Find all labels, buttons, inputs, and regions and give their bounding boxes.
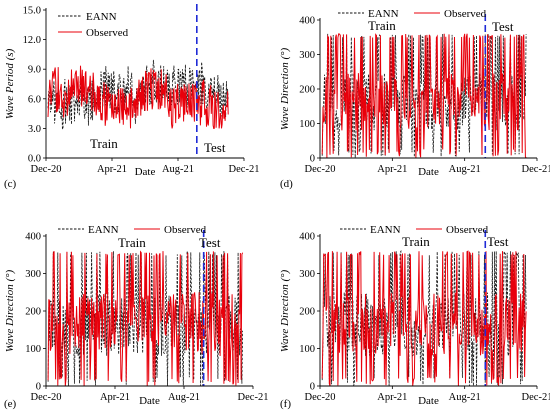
x-tick-label: Apr-21 [100,392,130,403]
legend-label-observed: Observed [444,8,487,20]
y-tick-label: 300 [25,269,41,280]
y-tick-label: 300 [299,50,315,61]
series-eann-line [321,249,527,386]
x-tick-label: Apr-21 [377,164,407,175]
panel-label: (e) [4,398,17,410]
y-tick-label: 15.0 [23,6,41,17]
y-axis-label: Wave Period (s) [4,48,16,119]
legend: EANN Observed [58,224,207,236]
legend: EANN Observed [338,8,487,20]
x-tick-label: Aug-21 [449,392,481,403]
y-tick-label: 200 [299,307,315,318]
y-tick-label: 100 [299,344,315,355]
series-eann-line [321,33,527,158]
y-tick-label: 0 [36,382,41,393]
y-tick-label: 0.0 [28,154,41,165]
series-observed-line [321,250,527,386]
y-tick-label: 0 [310,382,315,393]
y-tick-label: 400 [25,232,41,243]
x-tick-label: Dec-21 [522,164,550,175]
x-tick-label: Apr-21 [377,392,407,403]
legend: EANN Observed [58,11,129,39]
chart-panel-e: 0 100 200 300 400 Dec-20 Apr-21 Aug-21 Dec-21 Dat… [4,224,268,410]
test-region-label: Test [199,235,221,250]
train-region-label: Train [90,136,118,151]
x-axis-label: Date [418,166,439,178]
y-tick-label: 6.0 [28,94,41,105]
legend-label-observed: Observed [446,224,489,236]
x-axis-label: Date [139,395,160,407]
x-tick-label: Apr-21 [97,164,127,175]
x-tick-label: Aug-21 [168,392,200,403]
legend-label-eann: EANN [88,224,119,236]
panel-label: (c) [4,178,17,190]
x-tick-label: Dec-21 [522,392,550,403]
legend-label-eann: EANN [86,11,117,23]
x-tick-label: Aug-21 [162,164,194,175]
y-tick-label: 300 [299,269,315,280]
series-observed-line [321,33,527,158]
train-region-label: Train [402,234,430,249]
y-tick-label: 200 [25,307,41,318]
series-observed-line [47,65,229,129]
y-tick-label: 400 [299,232,315,243]
x-axis-label: Date [135,166,156,178]
legend-label-observed: Observed [86,27,129,39]
legend-label-eann: EANN [368,8,399,20]
x-axis-label: Date [418,395,439,407]
legend: EANN Observed [340,224,489,236]
x-tick-label: Dec-21 [229,164,260,175]
chart-panel-f: 0 100 200 300 400 Dec-20 Apr-21 Aug-21 Dec-21 Dat… [279,224,550,410]
y-tick-label: 100 [299,119,315,130]
test-region-label: Test [204,140,226,155]
x-tick-label: Dec-20 [305,392,336,403]
y-axis-label: Wave Direction (°) [279,47,291,130]
y-axis-label: Wave Direction (°) [4,269,16,352]
x-tick-label: Dec-21 [238,392,269,403]
y-tick-label: 3.0 [28,124,41,135]
test-region-label: Test [487,234,509,249]
y-tick-label: 400 [299,16,315,27]
test-region-label: Test [492,19,514,34]
x-tick-label: Dec-20 [305,164,336,175]
x-tick-label: Dec-20 [31,164,62,175]
legend-label-eann: EANN [370,224,401,236]
train-region-label: Train [368,18,396,33]
chart-panel-d: 0 100 200 300 400 Dec-20 Apr-21 Aug-21 Dec-21 Dat… [279,8,550,190]
x-tick-label: Aug-21 [449,164,481,175]
x-tick-label: Dec-20 [31,392,62,403]
series-observed-line [47,250,244,386]
y-tick-label: 0 [310,154,315,165]
train-region-label: Train [118,235,146,250]
legend-label-observed: Observed [164,224,207,236]
panel-label: (f) [280,398,291,410]
y-tick-label: 100 [25,344,41,355]
y-tick-label: 9.0 [28,65,41,76]
y-tick-label: 12.0 [23,35,41,46]
chart-panel-c: 0.0 3.0 6.0 9.0 12.0 15.0 Dec-20 Apr-21 Aug-21 De… [4,4,259,190]
y-tick-label: 200 [299,85,315,96]
y-axis-label: Wave Direction (°) [279,269,291,352]
panel-label: (d) [280,178,293,190]
